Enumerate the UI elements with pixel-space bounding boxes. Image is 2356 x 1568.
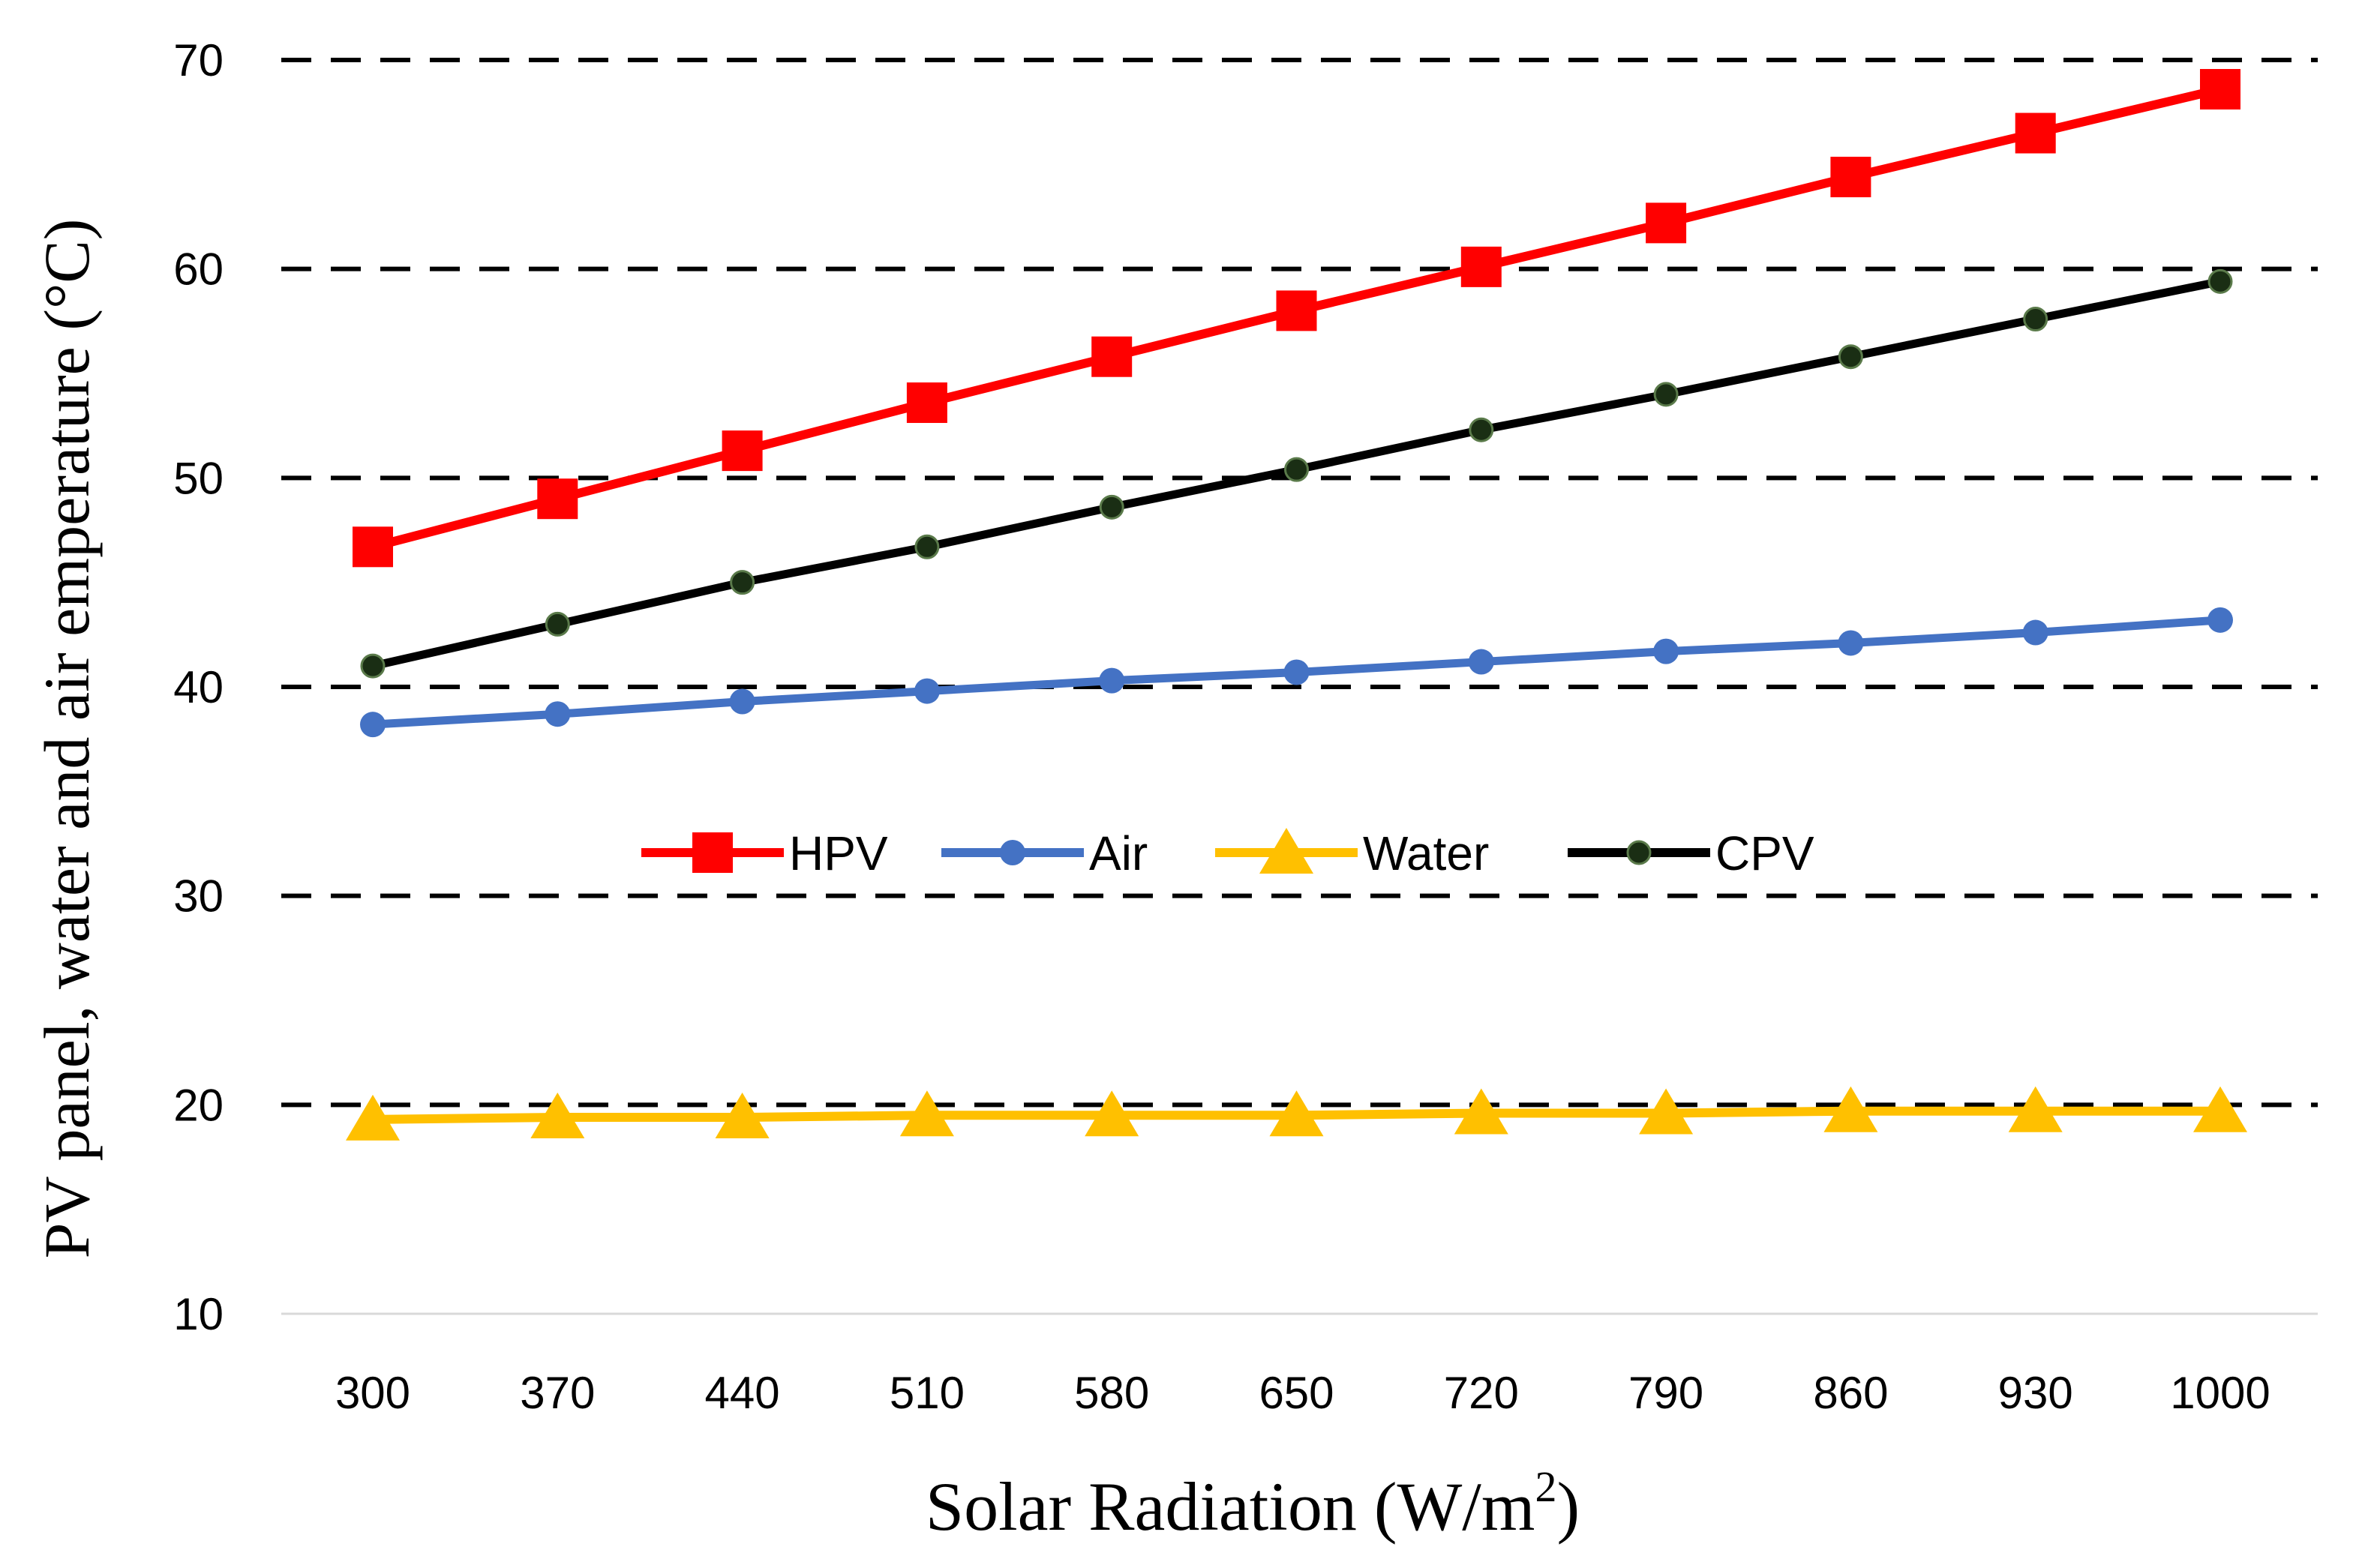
series-hpv <box>353 69 2240 568</box>
data-point-hpv <box>906 382 947 424</box>
data-point-air <box>1653 638 1679 664</box>
x-axis-title: Solar Radiation (W/m2) <box>926 1462 1580 1545</box>
x-tick-label: 790 <box>1628 1368 1703 1418</box>
y-axis-title: PV panel, water and air emperature (°C) <box>31 219 103 1259</box>
legend-marker-air <box>1000 840 1025 865</box>
x-tick-label: 580 <box>1074 1368 1149 1418</box>
data-point-cpv <box>1469 417 1494 442</box>
data-point-water <box>2008 1086 2063 1132</box>
data-point-cpv <box>360 653 386 679</box>
data-point-water <box>899 1090 954 1137</box>
x-axis-title-superscript: 2 <box>1535 1462 1556 1511</box>
data-point-air <box>2207 607 2233 633</box>
data-point-air <box>360 712 386 738</box>
y-axis-ticks: 10 20 30 40 50 60 70 <box>173 35 224 1339</box>
x-tick-label: 440 <box>705 1368 780 1418</box>
data-point-hpv <box>722 430 763 472</box>
data-point-air <box>1099 667 1125 694</box>
legend-marker-water <box>1259 828 1313 874</box>
y-tick-label: 40 <box>173 662 224 712</box>
data-point-water <box>1085 1090 1139 1137</box>
legend-item-air: Air <box>941 826 1148 880</box>
y-tick-label: 20 <box>173 1080 224 1130</box>
data-point-hpv <box>2200 69 2240 110</box>
x-axis-title-close: ) <box>1556 1468 1580 1545</box>
data-point-cpv <box>1653 382 1679 407</box>
series-group <box>346 69 2247 1141</box>
y-tick-label: 50 <box>173 453 224 503</box>
data-point-cpv <box>2023 307 2048 332</box>
x-tick-label: 930 <box>1998 1368 2073 1418</box>
legend-label-hpv: HPV <box>789 826 888 880</box>
y-tick-label: 30 <box>173 871 224 922</box>
data-point-cpv <box>1284 457 1309 482</box>
legend-label-air: Air <box>1089 826 1148 880</box>
data-point-hpv <box>1276 290 1317 331</box>
data-point-water <box>715 1093 770 1139</box>
x-tick-label: 510 <box>890 1368 965 1418</box>
x-axis-ticks: 300 370 440 510 580 650 720 790 860 930 1000 <box>335 1368 2270 1418</box>
data-point-air <box>1468 649 1494 675</box>
legend-item-water: Water <box>1215 826 1489 880</box>
x-tick-label: 370 <box>520 1368 595 1418</box>
data-point-hpv <box>353 526 393 568</box>
data-point-air <box>545 701 571 727</box>
legend-item-cpv: CPV <box>1568 826 1814 880</box>
data-point-water <box>2193 1086 2247 1132</box>
legend: HPV Air Water CPV <box>641 826 1814 880</box>
data-point-hpv <box>1830 157 1871 198</box>
data-point-hpv <box>2015 112 2056 154</box>
legend-label-water: Water <box>1363 826 1489 880</box>
legend-label-cpv: CPV <box>1715 826 1814 880</box>
series-air <box>360 607 2233 738</box>
series-cpv <box>360 268 2233 679</box>
data-point-air <box>2022 619 2048 646</box>
data-point-water <box>1823 1086 1878 1132</box>
data-point-cpv <box>1099 494 1124 520</box>
x-tick-label: 650 <box>1259 1368 1334 1418</box>
y-tick-label: 70 <box>173 35 224 85</box>
series-water <box>346 1086 2247 1141</box>
x-tick-label: 720 <box>1444 1368 1519 1418</box>
data-point-cpv <box>914 534 940 559</box>
y-tick-label: 60 <box>173 244 224 295</box>
data-point-hpv <box>537 478 578 520</box>
y-tick-label: 10 <box>173 1289 224 1339</box>
data-point-cpv <box>2207 268 2233 294</box>
data-point-hpv <box>1460 246 1502 287</box>
data-point-air <box>1283 659 1310 685</box>
data-point-air <box>729 688 755 715</box>
data-point-hpv <box>1091 336 1133 377</box>
data-point-water <box>1639 1088 1694 1135</box>
data-point-water <box>346 1094 400 1141</box>
x-tick-label: 300 <box>335 1368 410 1418</box>
data-point-air <box>1838 630 1864 656</box>
data-point-water <box>1454 1088 1508 1135</box>
data-point-cpv <box>1838 344 1863 370</box>
data-point-water <box>530 1093 585 1139</box>
data-point-water <box>1269 1090 1324 1137</box>
legend-marker-cpv <box>1626 840 1652 865</box>
data-point-hpv <box>1646 202 1687 244</box>
x-tick-label: 860 <box>1813 1368 1888 1418</box>
legend-marker-hpv <box>692 832 733 873</box>
data-point-cpv <box>545 611 570 637</box>
data-point-air <box>914 678 940 704</box>
legend-item-hpv: HPV <box>641 826 888 880</box>
x-tick-label: 1000 <box>2170 1368 2270 1418</box>
data-point-cpv <box>730 570 755 595</box>
